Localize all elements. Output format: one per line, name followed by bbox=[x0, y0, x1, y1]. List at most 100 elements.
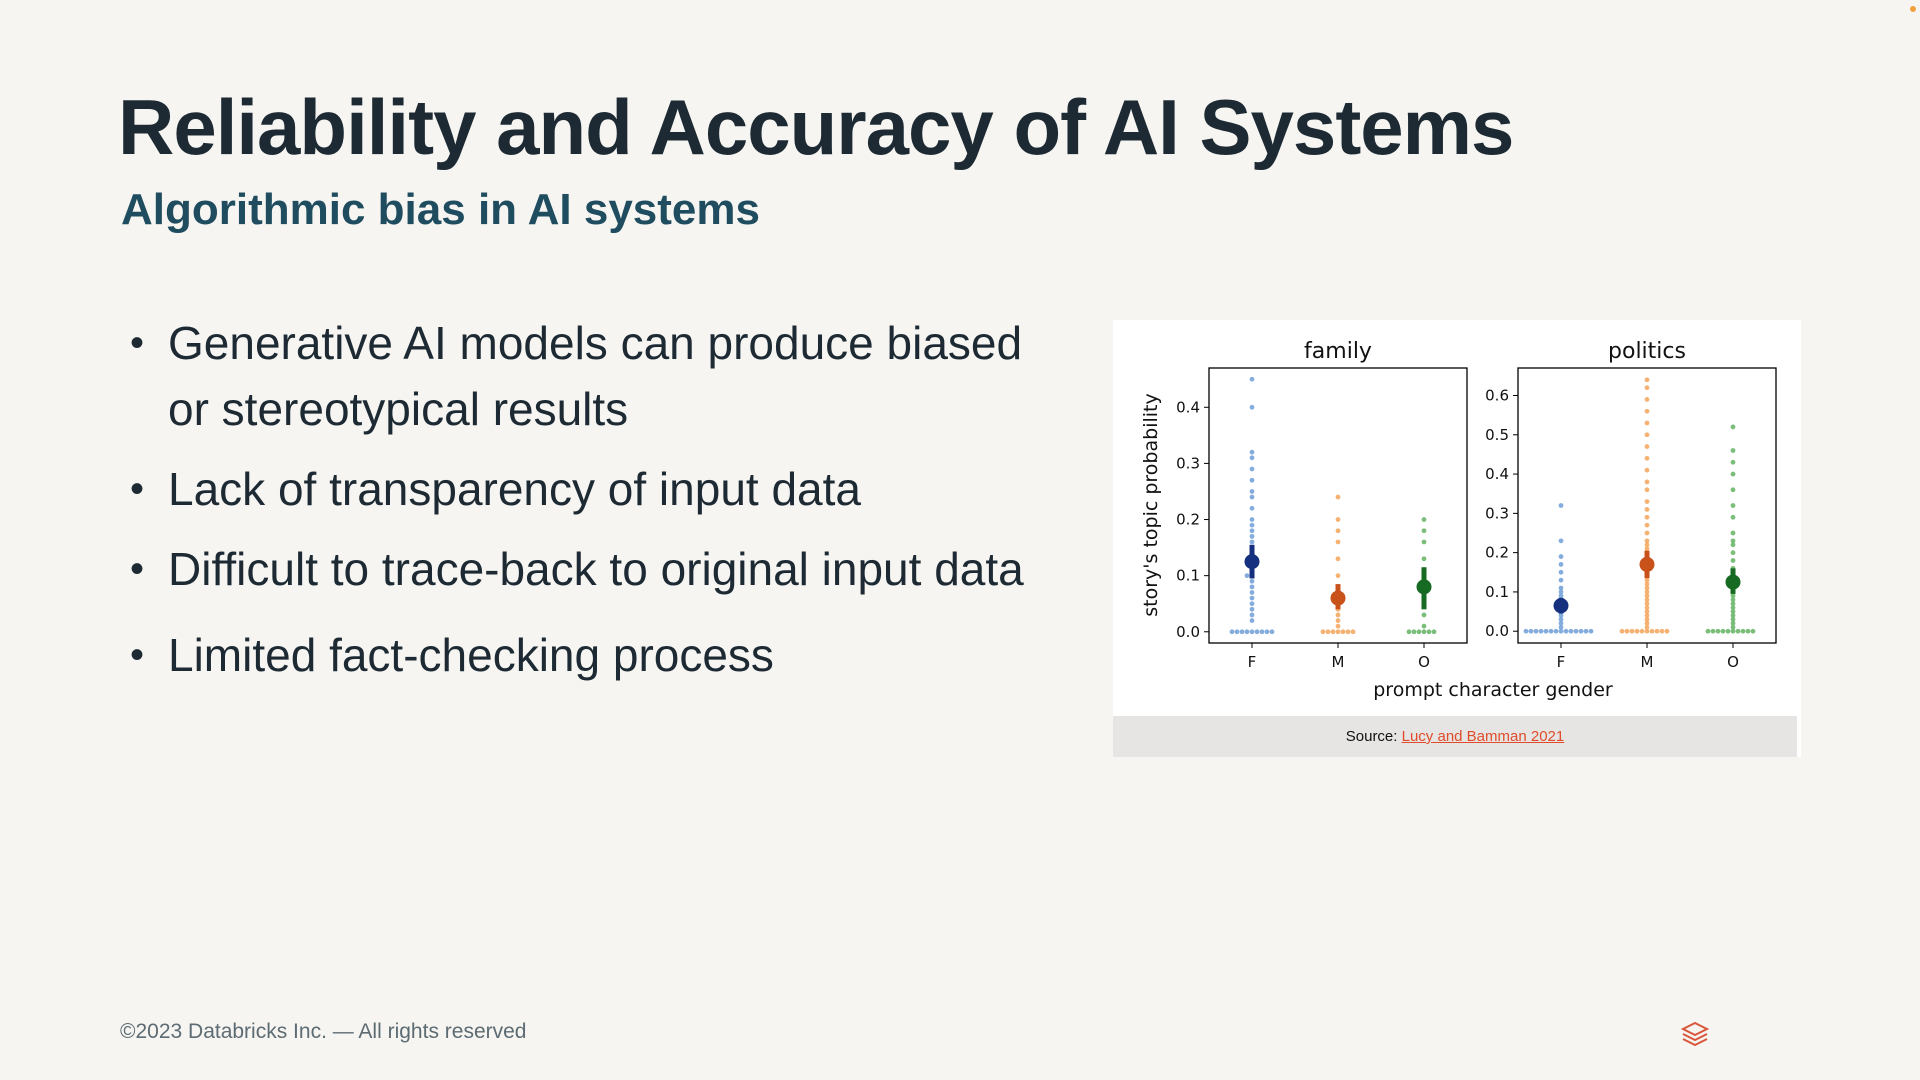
x-tick-label: O bbox=[1727, 653, 1739, 671]
data-point bbox=[1644, 377, 1650, 383]
data-point bbox=[1730, 605, 1736, 611]
y-tick-label: 0.4 bbox=[1485, 465, 1509, 483]
data-point bbox=[1249, 606, 1255, 612]
data-point bbox=[1644, 467, 1650, 473]
data-point bbox=[1730, 471, 1736, 477]
data-point bbox=[1644, 455, 1650, 461]
data-point bbox=[1730, 617, 1736, 622]
data-point bbox=[1264, 629, 1270, 635]
x-tick-label: O bbox=[1418, 653, 1430, 671]
y-tick-label: 0.1 bbox=[1176, 567, 1200, 585]
data-point bbox=[1664, 628, 1670, 634]
data-point bbox=[1745, 628, 1751, 634]
bullet-list: • Generative AI models can produce biased… bbox=[128, 310, 1058, 702]
data-point bbox=[1639, 628, 1645, 634]
bullet-item: • Generative AI models can produce biased… bbox=[128, 310, 1058, 442]
data-point bbox=[1249, 612, 1255, 618]
data-point bbox=[1335, 494, 1341, 500]
data-point bbox=[1644, 593, 1650, 599]
data-point bbox=[1644, 605, 1650, 611]
footer-copyright: ©2023 Databricks Inc. — All rights reser… bbox=[120, 1020, 527, 1043]
data-point bbox=[1644, 444, 1650, 449]
data-point bbox=[1558, 569, 1564, 575]
bullet-dot-icon: • bbox=[130, 547, 145, 591]
data-point bbox=[1406, 629, 1412, 635]
data-point bbox=[1325, 629, 1331, 635]
data-point bbox=[1730, 530, 1736, 536]
data-point bbox=[1730, 620, 1736, 626]
data-point bbox=[1659, 628, 1665, 634]
data-point bbox=[1644, 624, 1650, 630]
data-point bbox=[1249, 517, 1255, 522]
data-point bbox=[1578, 628, 1584, 634]
data-point bbox=[1558, 503, 1564, 508]
data-point bbox=[1568, 628, 1574, 634]
bullet-item: • Limited fact-checking process bbox=[128, 622, 1058, 688]
data-point bbox=[1730, 487, 1736, 493]
data-point bbox=[1558, 613, 1564, 618]
data-point bbox=[1644, 479, 1650, 485]
data-point bbox=[1249, 404, 1255, 410]
data-point bbox=[1538, 628, 1544, 634]
mean-marker bbox=[1553, 598, 1569, 614]
mean-marker bbox=[1725, 574, 1741, 590]
data-point bbox=[1335, 556, 1341, 562]
data-point bbox=[1730, 609, 1736, 614]
data-point bbox=[1249, 522, 1255, 528]
data-point bbox=[1249, 489, 1255, 494]
data-point bbox=[1249, 494, 1255, 500]
data-point bbox=[1644, 597, 1650, 603]
data-point bbox=[1619, 628, 1625, 634]
data-point bbox=[1558, 577, 1564, 583]
data-point bbox=[1644, 432, 1650, 438]
data-point bbox=[1269, 629, 1275, 635]
data-point bbox=[1644, 581, 1650, 587]
data-point bbox=[1548, 628, 1554, 634]
data-point bbox=[1725, 628, 1731, 634]
data-point bbox=[1421, 539, 1427, 545]
slide-subtitle: Algorithmic bias in AI systems bbox=[121, 185, 760, 235]
data-point bbox=[1553, 628, 1559, 634]
y-tick-label: 0.3 bbox=[1485, 504, 1509, 522]
data-point bbox=[1730, 558, 1736, 563]
data-point bbox=[1644, 487, 1650, 493]
data-point bbox=[1528, 628, 1534, 634]
x-tick-label: M bbox=[1641, 653, 1654, 671]
data-point bbox=[1588, 628, 1594, 634]
data-point bbox=[1710, 628, 1716, 634]
x-axis-label: prompt character gender bbox=[1373, 679, 1613, 701]
data-point bbox=[1416, 629, 1422, 635]
data-point bbox=[1644, 613, 1650, 618]
source-link[interactable]: Lucy and Bamman 2021 bbox=[1401, 728, 1565, 745]
x-tick-label: M bbox=[1332, 653, 1345, 671]
bullet-dot-icon: • bbox=[130, 633, 145, 677]
data-point bbox=[1244, 573, 1250, 579]
data-point bbox=[1730, 538, 1736, 544]
data-point bbox=[1730, 601, 1736, 607]
data-point bbox=[1730, 597, 1736, 603]
data-point bbox=[1644, 522, 1650, 528]
bullet-dot-icon: • bbox=[130, 321, 145, 365]
data-point bbox=[1558, 617, 1564, 622]
data-point bbox=[1730, 459, 1736, 465]
data-point bbox=[1335, 528, 1341, 534]
data-point bbox=[1644, 546, 1650, 552]
data-point bbox=[1644, 617, 1650, 622]
data-point bbox=[1249, 618, 1255, 623]
subtitle-highlight: Algorithmic bias bbox=[121, 185, 466, 234]
y-tick-label: 0.1 bbox=[1485, 583, 1509, 601]
y-tick-label: 0.2 bbox=[1176, 511, 1200, 529]
data-point bbox=[1254, 629, 1260, 635]
data-point bbox=[1249, 477, 1255, 483]
subtitle-rest: in AI systems bbox=[465, 185, 760, 234]
data-point bbox=[1234, 629, 1240, 635]
data-point bbox=[1730, 424, 1736, 430]
bullet-item: • Lack of transparency of input data bbox=[128, 456, 1058, 522]
data-point bbox=[1730, 448, 1736, 453]
source-prefix: Source: bbox=[1345, 728, 1402, 745]
data-point bbox=[1644, 577, 1650, 583]
data-point bbox=[1345, 629, 1351, 635]
data-point bbox=[1335, 517, 1341, 522]
data-point bbox=[1558, 562, 1564, 567]
